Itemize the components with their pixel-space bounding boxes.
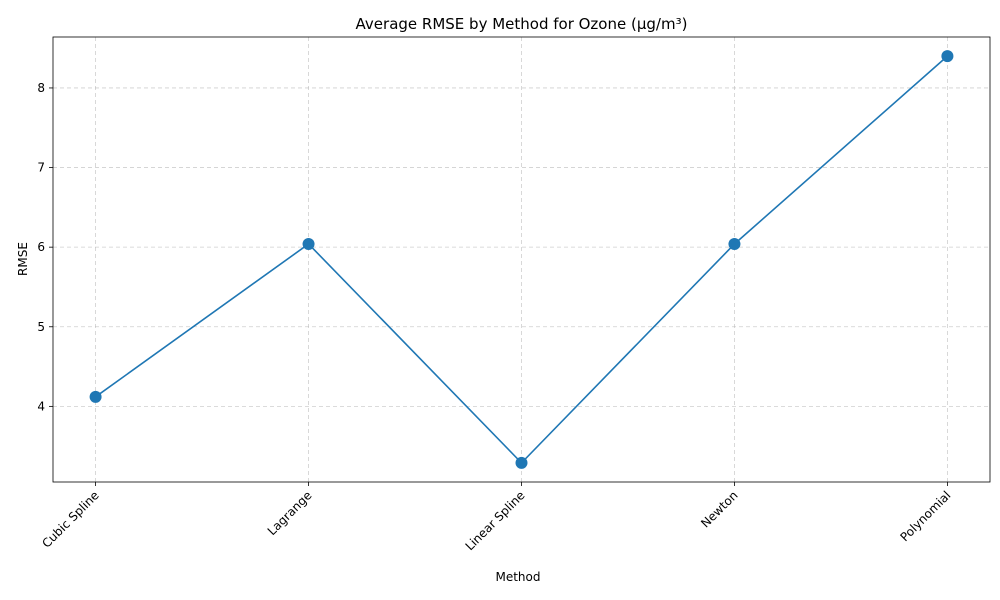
- y-tick-label: 6: [37, 240, 45, 254]
- x-tick-label: Cubic Spline: [39, 488, 101, 550]
- data-point: [728, 237, 741, 250]
- y-tick-label: 5: [37, 320, 45, 334]
- data-point: [941, 50, 954, 63]
- y-ticks: 4 5 6 7 8: [37, 81, 53, 413]
- chart-title: Average RMSE by Method for Ozone (µg/m³): [356, 15, 688, 33]
- data-point: [89, 390, 102, 403]
- y-tick-label: 8: [37, 81, 45, 95]
- x-tick-label: Polynomial: [897, 488, 953, 544]
- y-tick-label: 7: [37, 161, 45, 175]
- data-point: [302, 237, 315, 250]
- series-layer: [89, 50, 954, 469]
- x-ticks: Cubic Spline Lagrange Linear Spline Newton P…: [39, 482, 954, 553]
- y-tick-label: 4: [37, 399, 45, 413]
- grid: [53, 37, 990, 482]
- data-point: [515, 456, 528, 469]
- x-tick-label: Linear Spline: [463, 488, 528, 553]
- x-axis-label: Method: [495, 570, 540, 584]
- y-axis-label: RMSE: [16, 242, 30, 276]
- x-tick-label: Lagrange: [265, 488, 315, 538]
- x-tick-label: Newton: [698, 488, 740, 530]
